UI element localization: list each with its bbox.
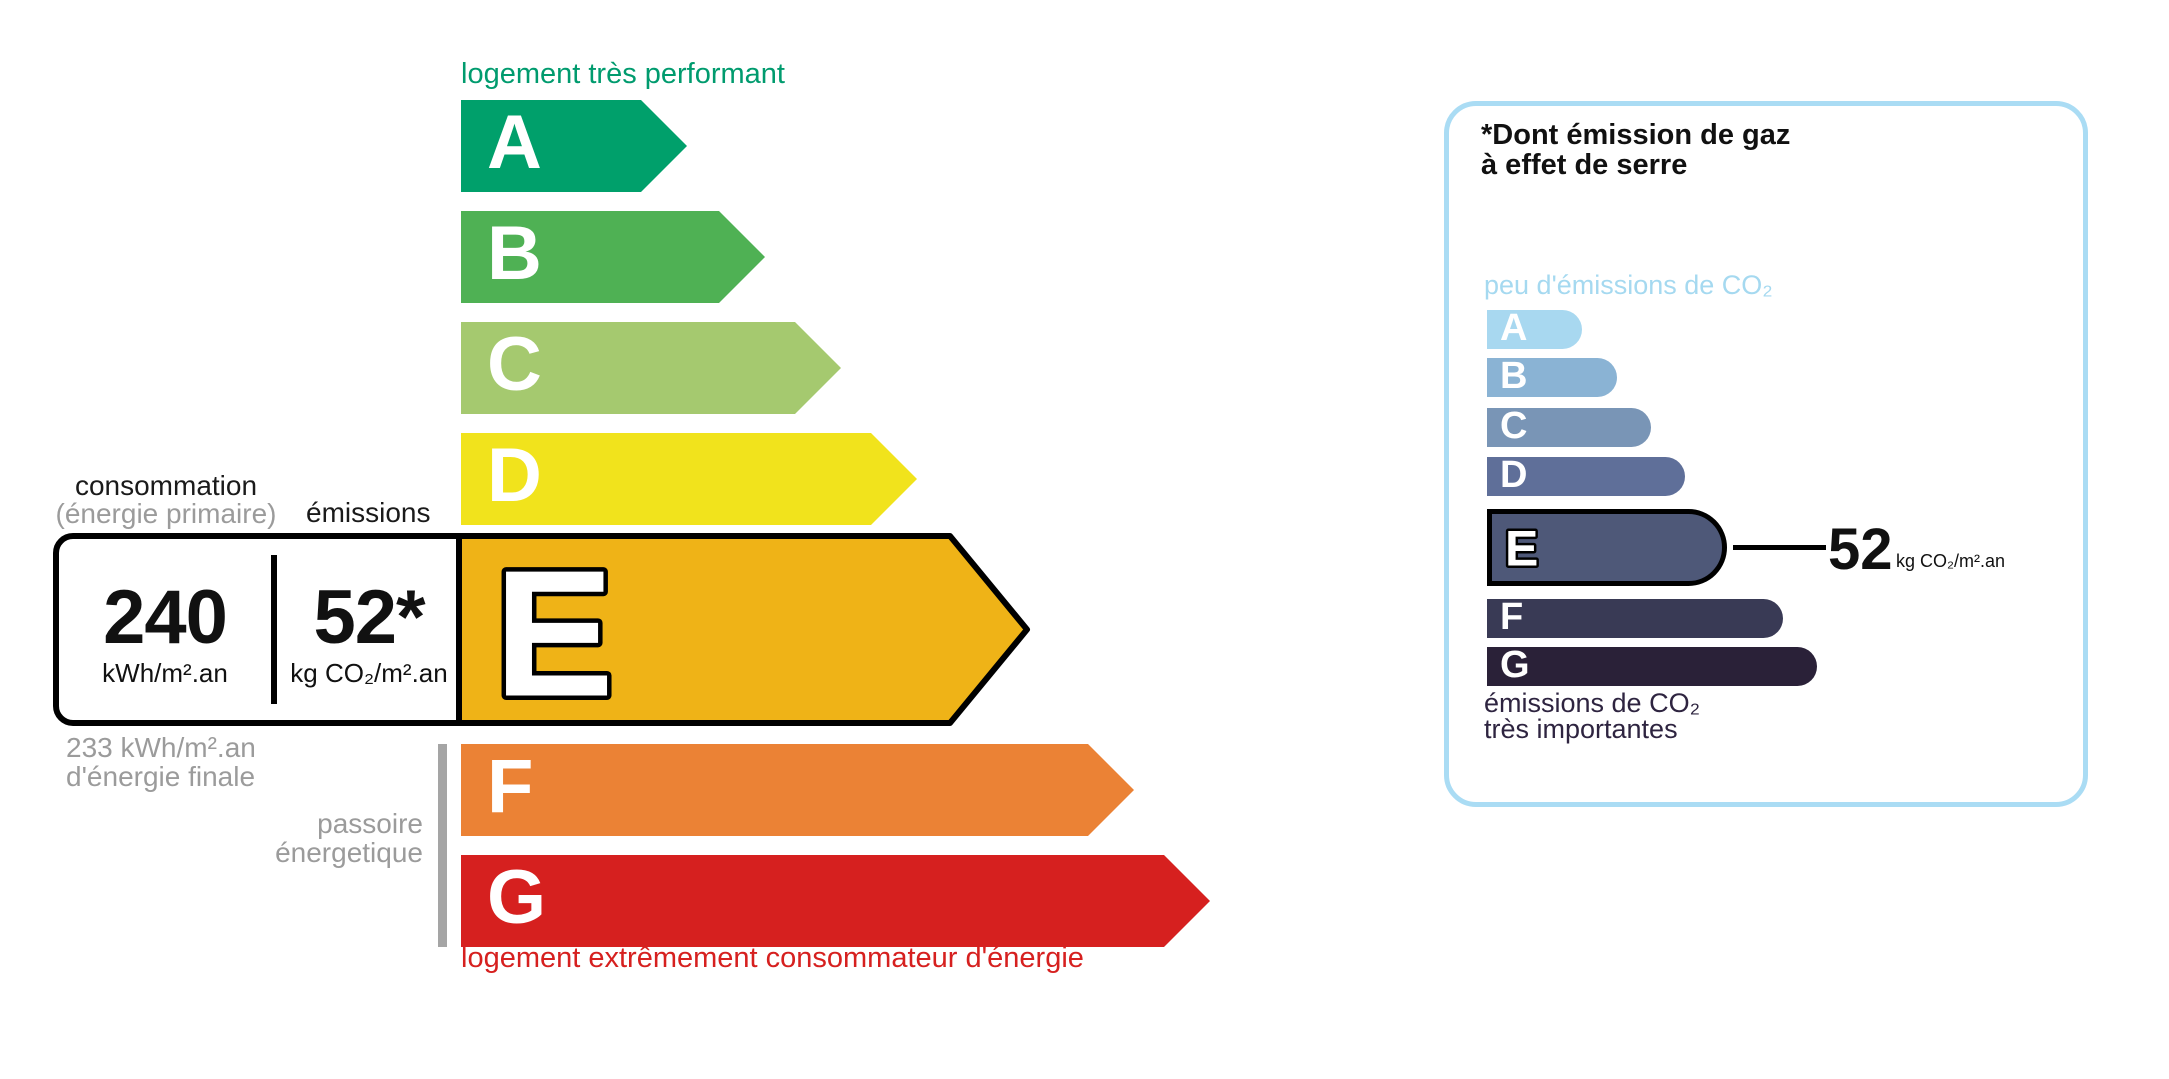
co2-bar-F: F [1487, 595, 1783, 638]
final-energy-caption: d'énergie finale [66, 761, 256, 792]
value-box-divider [271, 555, 277, 704]
co2-bar-E-selected: E [1487, 509, 1727, 586]
value-box: 240 kWh/m².an 52* kg CO₂/m².an [53, 533, 467, 726]
consumption-unit: kWh/m².an [102, 657, 228, 688]
very-performant-label: logement très performant [461, 58, 785, 90]
co2-bar-G: G [1487, 643, 1817, 686]
co2-low-emissions-label: peu d'émissions de CO₂ [1484, 270, 1773, 300]
emissions-unit: kg CO₂/m².an [290, 657, 448, 688]
primary-energy-subheader: (énergie primaire) [55, 498, 277, 529]
energy-bar-B: B [461, 211, 765, 303]
energy-bar-C: C [461, 322, 841, 414]
energy-bar-letter-D: D [487, 433, 542, 518]
energy-bar-letter-A: A [487, 100, 542, 185]
final-energy-value: 233 kWh/m².an [66, 732, 256, 763]
energy-sieve-label: passoire énergetique [275, 808, 423, 868]
co2-high-emissions-label: émissions de CO₂ très importantes [1484, 688, 1701, 744]
emissions-column: 52* kg CO₂/m².an [277, 539, 461, 720]
consumption-column: 240 kWh/m².an [59, 539, 271, 720]
consumption-value: 240 [103, 574, 228, 660]
energy-bar-letter-C: C [487, 322, 542, 407]
energy-bar-F: F [461, 744, 1134, 836]
co2-bar-letter-F: F [1500, 595, 1524, 638]
co2-emissions-panel [1444, 101, 2088, 807]
energy-bar-G: G [461, 855, 1210, 947]
co2-value: 52 [1828, 517, 1893, 582]
energy-bar-D: D [461, 433, 917, 525]
co2-bar-letter-B: B [1500, 354, 1528, 397]
co2-bar-letter-E: E [1505, 521, 1538, 577]
co2-bar-A: A [1487, 306, 1582, 349]
co2-bar-letter-A: A [1500, 306, 1528, 349]
co2-panel-title: *Dont émission de gaz à effet de serre [1481, 119, 1791, 181]
energy-bar-E-selected: E [456, 529, 1030, 739]
co2-value-unit: kg CO₂/m².an [1896, 551, 2006, 571]
emissions-value: 52* [313, 574, 425, 660]
extreme-consumer-label: logement extrêmement consommateur d'éner… [461, 942, 1084, 974]
co2-bar-letter-C: C [1500, 404, 1528, 447]
consumption-header: consommation (énergie primaire) [46, 472, 286, 528]
energy-bar-letter-B: B [487, 211, 542, 296]
co2-bar-C: C [1487, 404, 1651, 447]
co2-value-connector-line [1733, 545, 1826, 550]
energy-bar-A: A [461, 100, 687, 192]
co2-bar-B: B [1487, 354, 1617, 397]
co2-bar-letter-D: D [1500, 453, 1528, 496]
energy-bar-letter-G: G [487, 855, 547, 940]
co2-bar-D: D [1487, 453, 1685, 496]
energy-sieve-bracket [438, 744, 447, 947]
consumption-header-title: consommation [74, 470, 258, 501]
emissions-header: émissions [306, 497, 431, 528]
energy-bar-letter-F: F [487, 744, 534, 829]
final-energy-note: 233 kWh/m².an d'énergie finale [66, 733, 256, 791]
energy-bar-letter-E: E [494, 534, 614, 735]
co2-bar-letter-G: G [1500, 643, 1530, 686]
